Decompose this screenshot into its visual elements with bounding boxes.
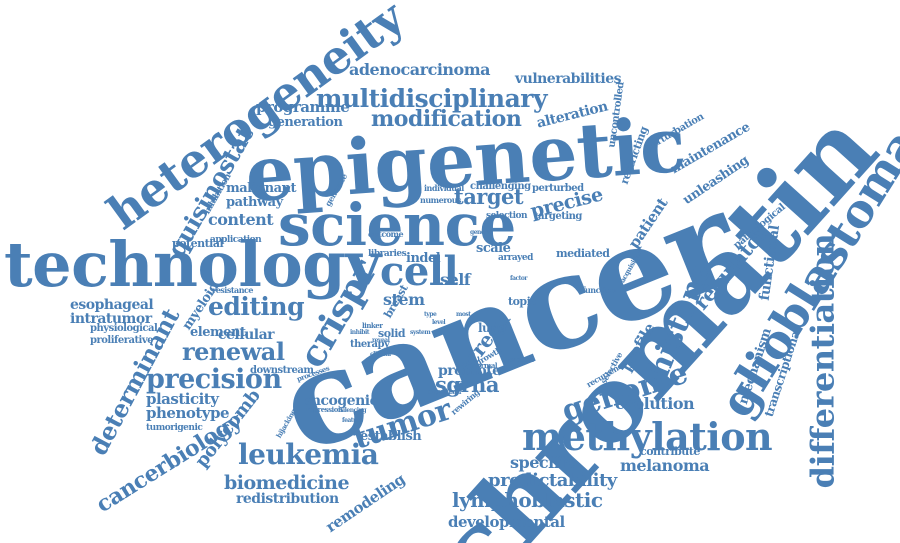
word: cell <box>380 248 459 295</box>
word: intratumor <box>70 311 152 327</box>
word: self <box>440 270 471 289</box>
word: adenocarcinoma <box>349 60 491 79</box>
word: methylation <box>522 414 773 459</box>
word: redistribution <box>236 491 339 507</box>
word: clinical <box>370 351 391 358</box>
word: predictability <box>488 470 617 491</box>
word: targeting <box>534 211 582 222</box>
word: factor <box>510 275 528 282</box>
word: establish <box>360 429 422 444</box>
word: individual <box>424 183 464 193</box>
word: resistance <box>212 285 254 295</box>
word: solid <box>378 327 406 340</box>
word: lymphoblastic <box>452 488 603 512</box>
word: level <box>432 319 446 326</box>
word: plasticity <box>146 390 219 408</box>
word: system <box>410 329 431 336</box>
word: cellular <box>218 327 275 343</box>
word: programme <box>256 98 350 116</box>
word: specific <box>510 453 575 472</box>
word: therapy <box>350 339 390 350</box>
word: sgrna <box>435 372 499 397</box>
word: science <box>278 191 516 259</box>
word: protein <box>508 355 534 364</box>
word: evolution <box>615 394 695 413</box>
word: general <box>470 229 493 236</box>
word: downstream <box>250 365 314 376</box>
word: silencing <box>340 407 367 414</box>
word: organism <box>428 387 461 396</box>
word: contribute <box>640 445 700 458</box>
word: normal <box>472 361 498 370</box>
word: topic <box>508 295 537 308</box>
word: application <box>210 235 262 245</box>
word: stem <box>383 290 425 309</box>
word: biomedicine <box>224 472 350 494</box>
word: function <box>582 285 616 295</box>
word: indel <box>406 251 441 266</box>
word: proliferative <box>90 335 154 346</box>
word: differentiation <box>803 233 842 489</box>
word: developmental <box>448 513 565 531</box>
word: editing <box>208 292 305 321</box>
word: melanoma <box>620 456 710 475</box>
word: promote <box>438 363 501 379</box>
word: physiological <box>90 323 158 334</box>
word: content <box>208 210 274 229</box>
word: potential <box>172 237 224 250</box>
word: pathway <box>226 195 283 210</box>
word: inhibit <box>350 329 370 336</box>
word: phenotype <box>146 404 230 422</box>
word: libraries <box>368 249 407 259</box>
word: lung <box>478 321 507 335</box>
word: most <box>456 311 471 318</box>
word: esophageal <box>70 297 154 313</box>
word: numerous <box>420 195 462 205</box>
word: linker <box>362 321 383 330</box>
word: oncogenic <box>302 393 378 409</box>
word: reveal <box>372 337 390 344</box>
word: precision <box>146 364 282 395</box>
word: scale <box>476 241 511 256</box>
word: mediated <box>556 247 610 260</box>
word: type <box>424 311 437 318</box>
word: feature <box>342 417 363 424</box>
word: leukemia <box>238 438 379 471</box>
word: vulnerabilities <box>515 71 621 87</box>
word: multidisciplinary <box>316 84 548 113</box>
word: outcome <box>368 229 404 239</box>
word: renewal <box>182 337 285 366</box>
word: tumorigenic <box>146 423 203 433</box>
word: malignant <box>226 181 296 196</box>
word: modification <box>371 106 522 132</box>
word: technology <box>4 228 381 301</box>
word: selection <box>486 211 528 221</box>
word: perturbed <box>532 183 584 194</box>
word: repression <box>306 405 343 414</box>
word: generation <box>268 115 343 130</box>
word: arrayed <box>498 253 533 263</box>
word: target <box>454 184 524 209</box>
word: challenging <box>470 181 531 192</box>
word: element <box>190 325 246 340</box>
